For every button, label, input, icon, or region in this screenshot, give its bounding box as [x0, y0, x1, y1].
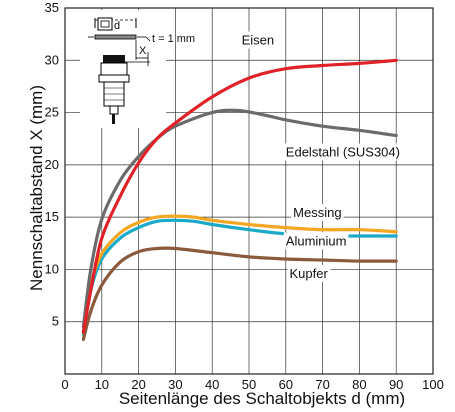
x-tick-label: 50	[242, 377, 256, 392]
y-tick-label: 10	[45, 261, 59, 276]
ticks: 0 10 20 30 40 50 60 70 80 90 100 5 10 15 20 25 30 35	[45, 0, 444, 392]
x-tick-label: 100	[422, 377, 444, 392]
x-tick-label: 10	[95, 377, 109, 392]
series-label-bg	[287, 264, 331, 282]
x-tick-label: 20	[131, 377, 145, 392]
x-tick-label: 70	[315, 377, 329, 392]
y-tick-label: 25	[45, 105, 59, 120]
series-line-edelstahl-sus304	[81, 108, 398, 329]
x-tick-label: 0	[61, 377, 68, 392]
y-tick-label: 30	[45, 52, 59, 67]
series-label-bg	[283, 143, 402, 161]
series-line-eisen	[81, 58, 398, 334]
y-tick-label: 5	[52, 314, 59, 329]
series-label-edelstahl-sus304: Edelstahl (SUS304)	[286, 144, 400, 159]
inset-t-label: t = 1 mm	[152, 33, 195, 45]
series-label-bg	[283, 232, 349, 250]
series-line-kupfer	[81, 246, 398, 342]
y-tick-label: 20	[45, 157, 59, 172]
series-labels: Eisen Edelstahl (SUS304) Messing Aluminium K…	[239, 31, 402, 282]
target-plate-diagram: d t = 1 mm	[88, 17, 195, 45]
y-tick-label: 35	[45, 0, 59, 15]
x-axis-title: Seitenlänge des Schaltobjekts d (mm)	[119, 389, 405, 408]
x-tick-label: 30	[168, 377, 182, 392]
sensor-inset: d t = 1 mm X	[80, 10, 195, 128]
sensor-body-diagram	[98, 55, 130, 124]
y-axis-title: Nennschaltabstand X (mm)	[27, 85, 46, 291]
y-tick-label: 15	[45, 209, 59, 224]
series-label-bg	[291, 204, 344, 222]
x-tick-label: 40	[205, 377, 219, 392]
series-label-eisen: Eisen	[242, 33, 275, 48]
x-tick-label: 60	[279, 377, 293, 392]
series-line-messing	[81, 214, 398, 334]
series-label-kupfer: Kupfer	[289, 266, 328, 281]
x-tick-label: 80	[352, 377, 366, 392]
series-label-aluminium: Aluminium	[286, 233, 347, 248]
plot-frame	[64, 7, 434, 375]
x-tick-label: 90	[389, 377, 403, 392]
inset-x-label: X	[139, 45, 147, 57]
series-label-messing: Messing	[293, 205, 341, 220]
inset-d-label: d	[114, 20, 120, 32]
series-label-bg	[239, 31, 277, 49]
